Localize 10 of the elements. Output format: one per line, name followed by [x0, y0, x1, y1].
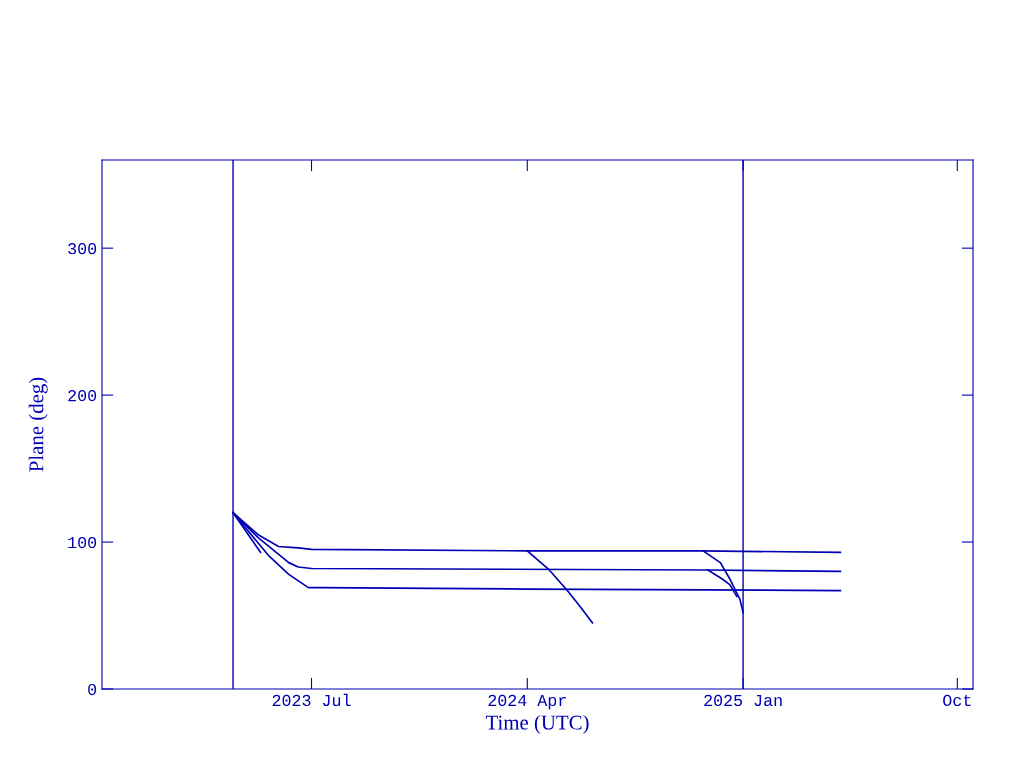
y-tick-label: 0: [88, 683, 97, 696]
x-tick-label: 2025 Jan: [704, 694, 782, 707]
y-tick-label: 300: [68, 243, 97, 255]
x-tick-label: 2024 Apr: [488, 694, 566, 710]
x-tick-label: 2023 Jul: [272, 693, 351, 707]
y-axis-title: Plane (deg): [28, 377, 48, 472]
x-tick-label: Oct: [943, 694, 971, 707]
y-tick-label: 200: [68, 390, 97, 402]
x-axis-title: Time (UTC): [485, 714, 589, 734]
y-tick-label: 100: [68, 536, 97, 549]
